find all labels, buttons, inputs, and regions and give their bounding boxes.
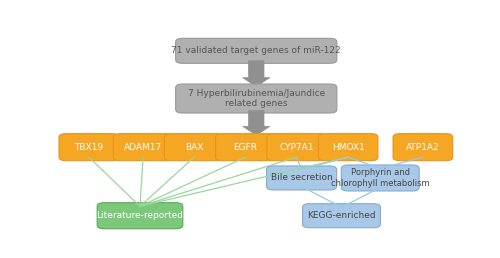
FancyBboxPatch shape	[97, 203, 183, 229]
FancyBboxPatch shape	[176, 84, 337, 113]
Polygon shape	[242, 110, 270, 135]
Text: EGFR: EGFR	[234, 143, 258, 152]
Text: 71 validated target genes of miR-122: 71 validated target genes of miR-122	[172, 46, 341, 55]
Text: KEGG-enriched: KEGG-enriched	[307, 211, 376, 220]
FancyBboxPatch shape	[216, 134, 275, 161]
FancyBboxPatch shape	[176, 38, 337, 63]
Text: Porphyrin and
chlorophyll metabolism: Porphyrin and chlorophyll metabolism	[331, 168, 430, 188]
Text: ADAM17: ADAM17	[124, 143, 162, 152]
Text: CYP7A1: CYP7A1	[280, 143, 314, 152]
Text: HMOX1: HMOX1	[332, 143, 364, 152]
Text: ATP1A2: ATP1A2	[406, 143, 440, 152]
Polygon shape	[242, 61, 270, 87]
FancyBboxPatch shape	[342, 165, 419, 191]
FancyBboxPatch shape	[318, 134, 378, 161]
Text: Literature-reported: Literature-reported	[96, 211, 184, 220]
FancyBboxPatch shape	[266, 134, 326, 161]
FancyBboxPatch shape	[114, 134, 173, 161]
Text: Bile secretion: Bile secretion	[270, 173, 332, 182]
FancyBboxPatch shape	[302, 204, 380, 228]
FancyBboxPatch shape	[59, 134, 118, 161]
Text: 7 Hyperbilirubinemia/Jaundice
related genes: 7 Hyperbilirubinemia/Jaundice related ge…	[188, 89, 325, 108]
Text: BAX: BAX	[185, 143, 204, 152]
Text: TBX19: TBX19	[74, 143, 104, 152]
FancyBboxPatch shape	[393, 134, 452, 161]
FancyBboxPatch shape	[266, 166, 336, 190]
FancyBboxPatch shape	[164, 134, 224, 161]
